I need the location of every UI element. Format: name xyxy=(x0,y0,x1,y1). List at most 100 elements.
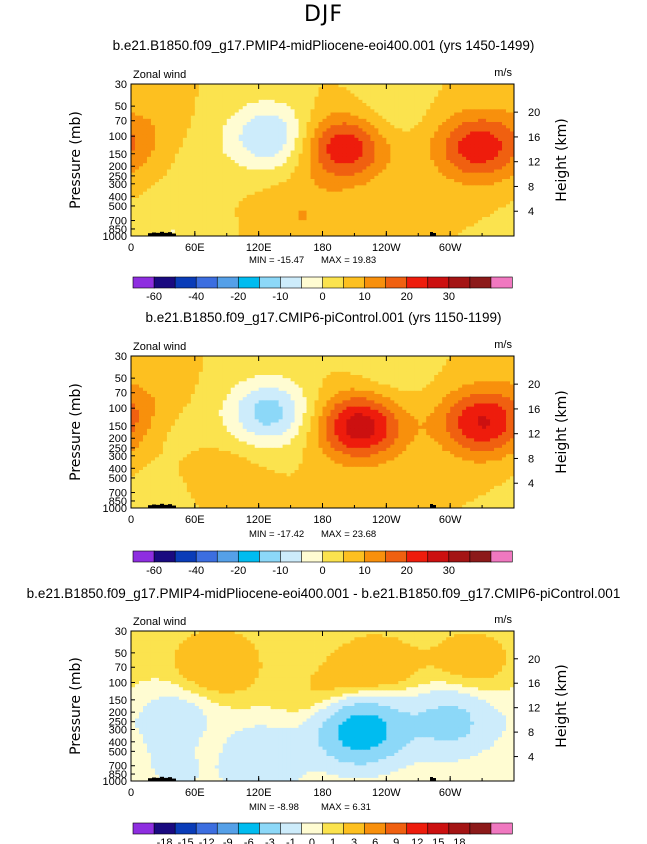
field-cell xyxy=(302,90,307,94)
field-cell xyxy=(266,220,272,224)
field-cell xyxy=(426,109,431,113)
x-tick-label: 180 xyxy=(313,242,331,254)
field-cell xyxy=(366,147,371,151)
field-cell xyxy=(318,220,323,224)
field-cell xyxy=(254,362,260,366)
field-cell xyxy=(370,131,375,136)
field-cell xyxy=(362,87,367,91)
field-cell xyxy=(490,90,495,94)
field-cell xyxy=(390,223,395,227)
field-cell xyxy=(350,128,355,132)
field-cell xyxy=(362,141,367,145)
field-cell xyxy=(482,207,487,212)
field-cell xyxy=(222,103,228,107)
field-cell xyxy=(358,134,363,139)
field-cell xyxy=(486,112,491,117)
field-cell xyxy=(342,213,347,218)
field-cell xyxy=(290,201,295,205)
field-cell xyxy=(330,185,335,189)
field-cell xyxy=(190,103,196,107)
field-cell xyxy=(378,210,383,215)
field-cell xyxy=(406,153,411,158)
field-cell xyxy=(342,232,347,237)
field-cell xyxy=(474,150,479,155)
field-cell xyxy=(386,210,391,215)
field-cell xyxy=(154,359,160,363)
field-cell xyxy=(434,169,439,174)
field-cell xyxy=(326,99,331,104)
field-cell xyxy=(210,201,216,205)
field-cell xyxy=(206,166,212,170)
field-cell xyxy=(250,223,256,227)
field-cell xyxy=(258,103,264,107)
field-cell xyxy=(142,207,148,212)
y-tick-label: 1000 xyxy=(103,231,127,243)
field-cell xyxy=(162,147,168,151)
field-cell xyxy=(370,153,375,158)
field-cell xyxy=(418,87,423,91)
field-cell xyxy=(414,169,419,174)
field-cell xyxy=(166,90,172,94)
field-cell xyxy=(254,217,260,221)
field-cell xyxy=(286,204,291,208)
field-cell xyxy=(194,99,200,104)
field-cell xyxy=(234,362,240,366)
field-cell xyxy=(426,147,431,151)
field-cell xyxy=(206,87,212,91)
field-cell xyxy=(226,356,232,360)
field-cell xyxy=(238,137,244,142)
field-cell xyxy=(230,169,236,174)
field-cell xyxy=(318,134,323,139)
field-cell xyxy=(318,122,323,126)
field-cell xyxy=(146,175,152,180)
field-cell xyxy=(178,150,184,155)
field-cell xyxy=(258,90,264,94)
field-cell xyxy=(222,93,228,98)
field-cell xyxy=(270,169,276,174)
field-cell xyxy=(502,207,507,212)
field-cell xyxy=(258,223,264,227)
field-cell xyxy=(322,204,327,208)
field-cell xyxy=(510,112,515,117)
field-cell xyxy=(278,99,283,104)
field-cell xyxy=(174,112,180,117)
field-cell xyxy=(434,103,439,107)
field-cell xyxy=(454,226,459,231)
field-cell xyxy=(174,185,180,189)
field-cell xyxy=(374,141,379,145)
field-cell xyxy=(486,141,491,145)
field-cell xyxy=(358,359,363,363)
field-cell xyxy=(370,115,375,120)
field-cell xyxy=(322,156,327,161)
field-cell xyxy=(370,188,375,193)
field-cell xyxy=(158,125,164,129)
field-cell xyxy=(334,106,339,110)
field-cell xyxy=(326,122,331,126)
field-cell xyxy=(314,147,319,151)
field-cell xyxy=(430,194,435,199)
field-cell xyxy=(406,194,411,199)
field-cell xyxy=(418,137,423,142)
field-cell xyxy=(354,118,359,123)
field-cell xyxy=(210,134,216,139)
field-cell xyxy=(202,147,208,151)
field-cell xyxy=(170,210,176,215)
field-cell xyxy=(366,150,371,155)
field-cell xyxy=(502,223,507,227)
field-cell xyxy=(230,137,236,142)
field-cell xyxy=(386,125,391,129)
field-cell xyxy=(446,106,451,110)
field-cell xyxy=(158,147,164,151)
field-cell xyxy=(302,141,307,145)
field-cell xyxy=(298,134,303,139)
field-cell xyxy=(230,122,236,126)
field-cell xyxy=(474,96,479,101)
field-cell xyxy=(462,125,467,129)
field-cell xyxy=(138,223,144,227)
field-cell xyxy=(354,198,359,202)
field-cell xyxy=(426,356,431,360)
field-cell xyxy=(410,122,415,126)
field-cell xyxy=(422,188,427,193)
field-cell xyxy=(450,166,455,170)
field-cell xyxy=(394,118,399,123)
